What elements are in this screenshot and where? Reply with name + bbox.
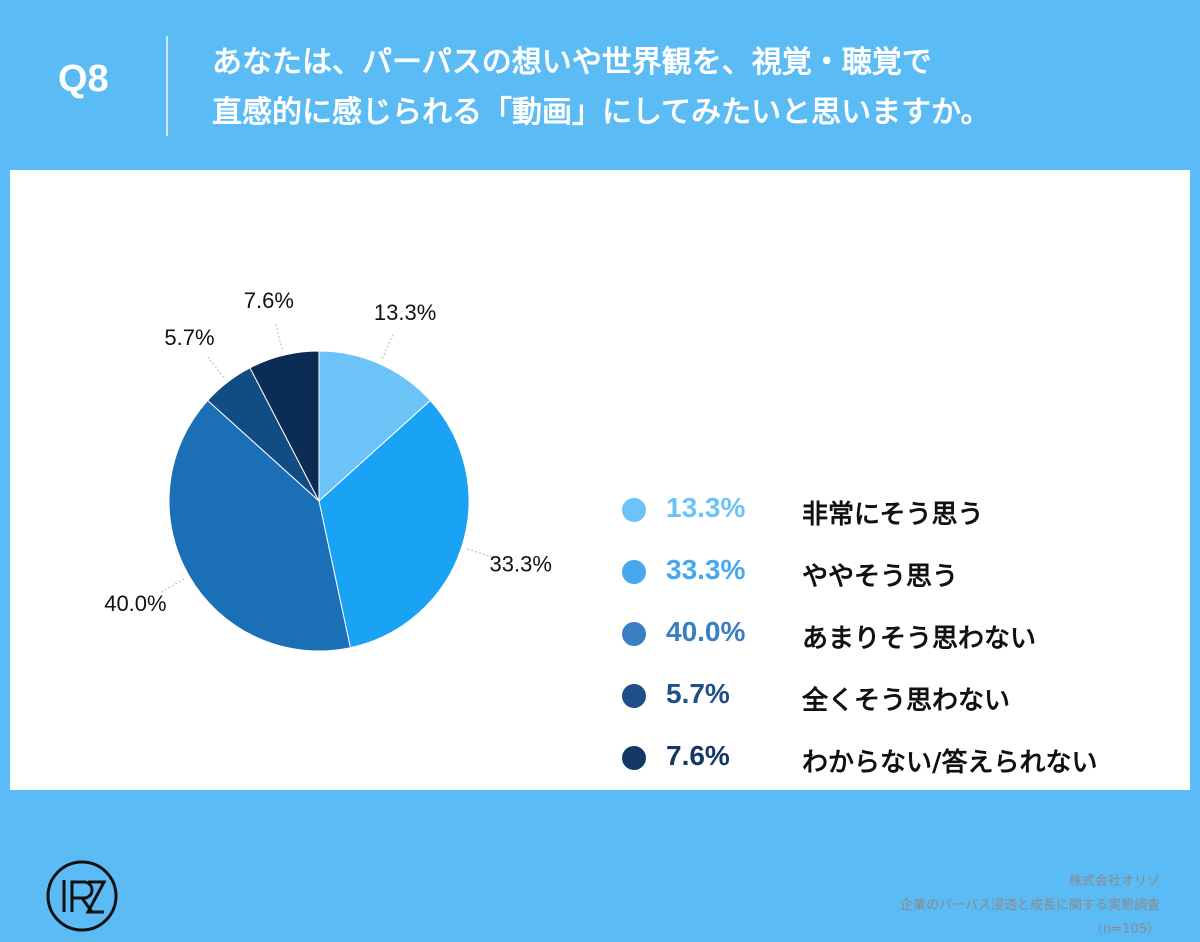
legend-item-0: 13.3% 非常にそう思う [622,490,1182,530]
legend-item-2: 40.0% あまりそう思わない [622,614,1182,654]
pie-slice-0 [318,350,432,503]
data-label-0: 13.3% [374,300,436,325]
legend-label: 非常にそう思う [802,500,984,530]
question-number: Q8 [58,58,109,100]
leader-line-2 [159,578,185,594]
pie-slice-1 [318,399,470,649]
question-text: あなたは、パーパスの想いや世界観を、視覚・聴覚で 直感的に感じられる「動画」にし… [212,38,1172,138]
legend-item-4: 7.6% わからない/答えられない [622,738,1182,778]
legend-label: ややそう思う [802,562,959,592]
data-label-4: 7.6% [244,288,294,313]
chart-panel: 13.3% 33.3% 40.0% 5.7% 7.6% 13.3% 非常にそう思う 33.3… [10,170,1190,937]
credits: 株式会社オリゾ 企業のパーパス浸透と成長に関する実態調査 （n=105） [900,870,1160,942]
credit-survey: 企業のパーパス浸透と成長に関する実態調査 [900,898,1160,913]
legend-percent: 7.6% [666,740,730,771]
legend-label: わからない/答えられない [802,748,1098,778]
legend-dot-icon [622,684,646,708]
legend-item-3: 5.7% 全くそう思わない [622,676,1182,716]
legend-label: 全くそう思わない [802,686,1011,716]
legend-percent: 5.7% [666,678,730,709]
pie-slice-2 [168,399,351,652]
header-divider [166,36,168,136]
credit-sample-size: （n=105） [1090,922,1160,937]
legend-dot-icon [622,746,646,770]
data-label-2: 40.0% [104,591,166,616]
pie-chart: 13.3% 33.3% 40.0% 5.7% 7.6% [104,288,552,652]
pie-slice-4 [249,350,320,502]
header: Q8 あなたは、パーパスの想いや世界観を、視覚・聴覚で 直感的に感じられる「動画… [0,0,1200,168]
orizo-logo-icon [46,860,118,932]
legend-percent: 40.0% [666,616,746,647]
legend-percent: 13.3% [666,492,746,523]
legend-dot-icon [622,498,646,522]
question-line-1: あなたは、パーパスの想いや世界観を、視覚・聴覚で [212,45,932,80]
data-label-3: 5.7% [164,325,214,350]
leader-line-0 [381,332,395,359]
leader-line-1 [467,548,495,559]
legend-item-1: 33.3% ややそう思う [622,552,1182,592]
legend-label: あまりそう思わない [802,624,1037,654]
legend-percent: 33.3% [666,554,746,585]
leader-line-3 [206,355,225,378]
data-label-1: 33.3% [490,551,552,576]
legend-dot-icon [622,560,646,584]
question-line-2: 直感的に感じられる「動画」にしてみたいと思いますか。 [212,95,991,130]
credit-company: 株式会社オリゾ [1068,874,1160,889]
legend-dot-icon [622,622,646,646]
leader-line-4 [274,322,283,350]
